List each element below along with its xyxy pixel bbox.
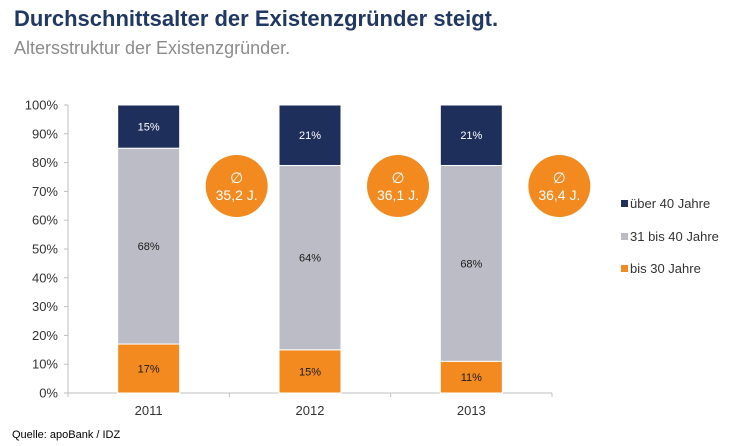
bar-segment-bis-30-jahre-2011: [117, 343, 181, 394]
average-age-label-2012: 36,1 J.: [377, 187, 419, 203]
x-tick-label-2013: 2013: [457, 403, 486, 418]
legend-swatch-ber-40-jahre: [621, 200, 628, 207]
bar-segment-31-bis-40-jahre-2012: [278, 164, 342, 351]
y-tick-label: 40%: [32, 270, 58, 285]
y-tick-label: 20%: [32, 328, 58, 343]
y-tick-label: 30%: [32, 299, 58, 314]
average-age-badge-2013: [528, 155, 591, 217]
data-label-31-bis-40-jahre-2011: 68%: [138, 241, 160, 253]
data-label-ber-40-jahre-2013: 21%: [460, 130, 482, 142]
average-symbol-2012: ∅: [391, 170, 404, 187]
y-tick-label: 10%: [32, 357, 58, 372]
legend-swatch-31-bis-40-jahre: [621, 233, 628, 240]
legend-label-31-bis-40-jahre: 31 bis 40 Jahre: [630, 229, 719, 244]
y-tick-label: 100%: [25, 98, 59, 113]
average-age-badge-2011: [205, 155, 268, 217]
chart-title: Durchschnittsalter der Existenzgründer s…: [14, 6, 499, 31]
average-age-badge-2012: [367, 155, 429, 217]
legend-swatch-bis-30-jahre: [621, 265, 628, 272]
data-label-bis-30-jahre-2013: 11%: [461, 372, 482, 384]
data-label-ber-40-jahre-2012: 21%: [299, 130, 321, 142]
chart-subtitle: Altersstruktur der Existenzgründer.: [14, 38, 291, 58]
bar-segment-bis-30-jahre-2013: [439, 360, 503, 394]
source-note: Quelle: apoBank / IDZ: [12, 429, 121, 441]
average-age-label-2011: 35,2 J.: [216, 187, 258, 203]
legend-label-ber-40-jahre: über 40 Jahre: [630, 196, 710, 211]
data-label-ber-40-jahre-2011: 15%: [138, 122, 160, 134]
y-tick-label: 80%: [32, 155, 58, 170]
y-tick-label: 70%: [32, 184, 58, 199]
y-tick-label: 90%: [32, 126, 58, 141]
average-symbol-2011: ∅: [230, 170, 243, 187]
y-tick-label: 0%: [39, 386, 58, 401]
bar-segment-bis-30-jahre-2012: [278, 349, 342, 394]
data-label-bis-30-jahre-2012: 15%: [299, 366, 321, 378]
data-label-31-bis-40-jahre-2012: 64%: [299, 253, 321, 265]
x-tick-label-2011: 2011: [135, 403, 163, 418]
bar-segment-ber-40-jahre-2011: [117, 104, 181, 149]
bar-segment-31-bis-40-jahre-2013: [439, 164, 503, 362]
y-tick-label: 60%: [32, 213, 58, 228]
bar-segment-ber-40-jahre-2013: [439, 104, 503, 166]
data-label-31-bis-40-jahre-2013: 68%: [460, 258, 482, 270]
x-tick-label-2012: 2012: [296, 403, 325, 418]
bar-segment-ber-40-jahre-2012: [278, 104, 342, 166]
bar-segment-31-bis-40-jahre-2011: [117, 147, 181, 345]
average-symbol-2013: ∅: [553, 170, 566, 187]
data-label-bis-30-jahre-2011: 17%: [138, 364, 160, 376]
legend-label-bis-30-jahre: bis 30 Jahre: [630, 261, 701, 276]
average-age-label-2013: 36,4 J.: [538, 187, 580, 203]
y-tick-label: 50%: [32, 242, 58, 257]
